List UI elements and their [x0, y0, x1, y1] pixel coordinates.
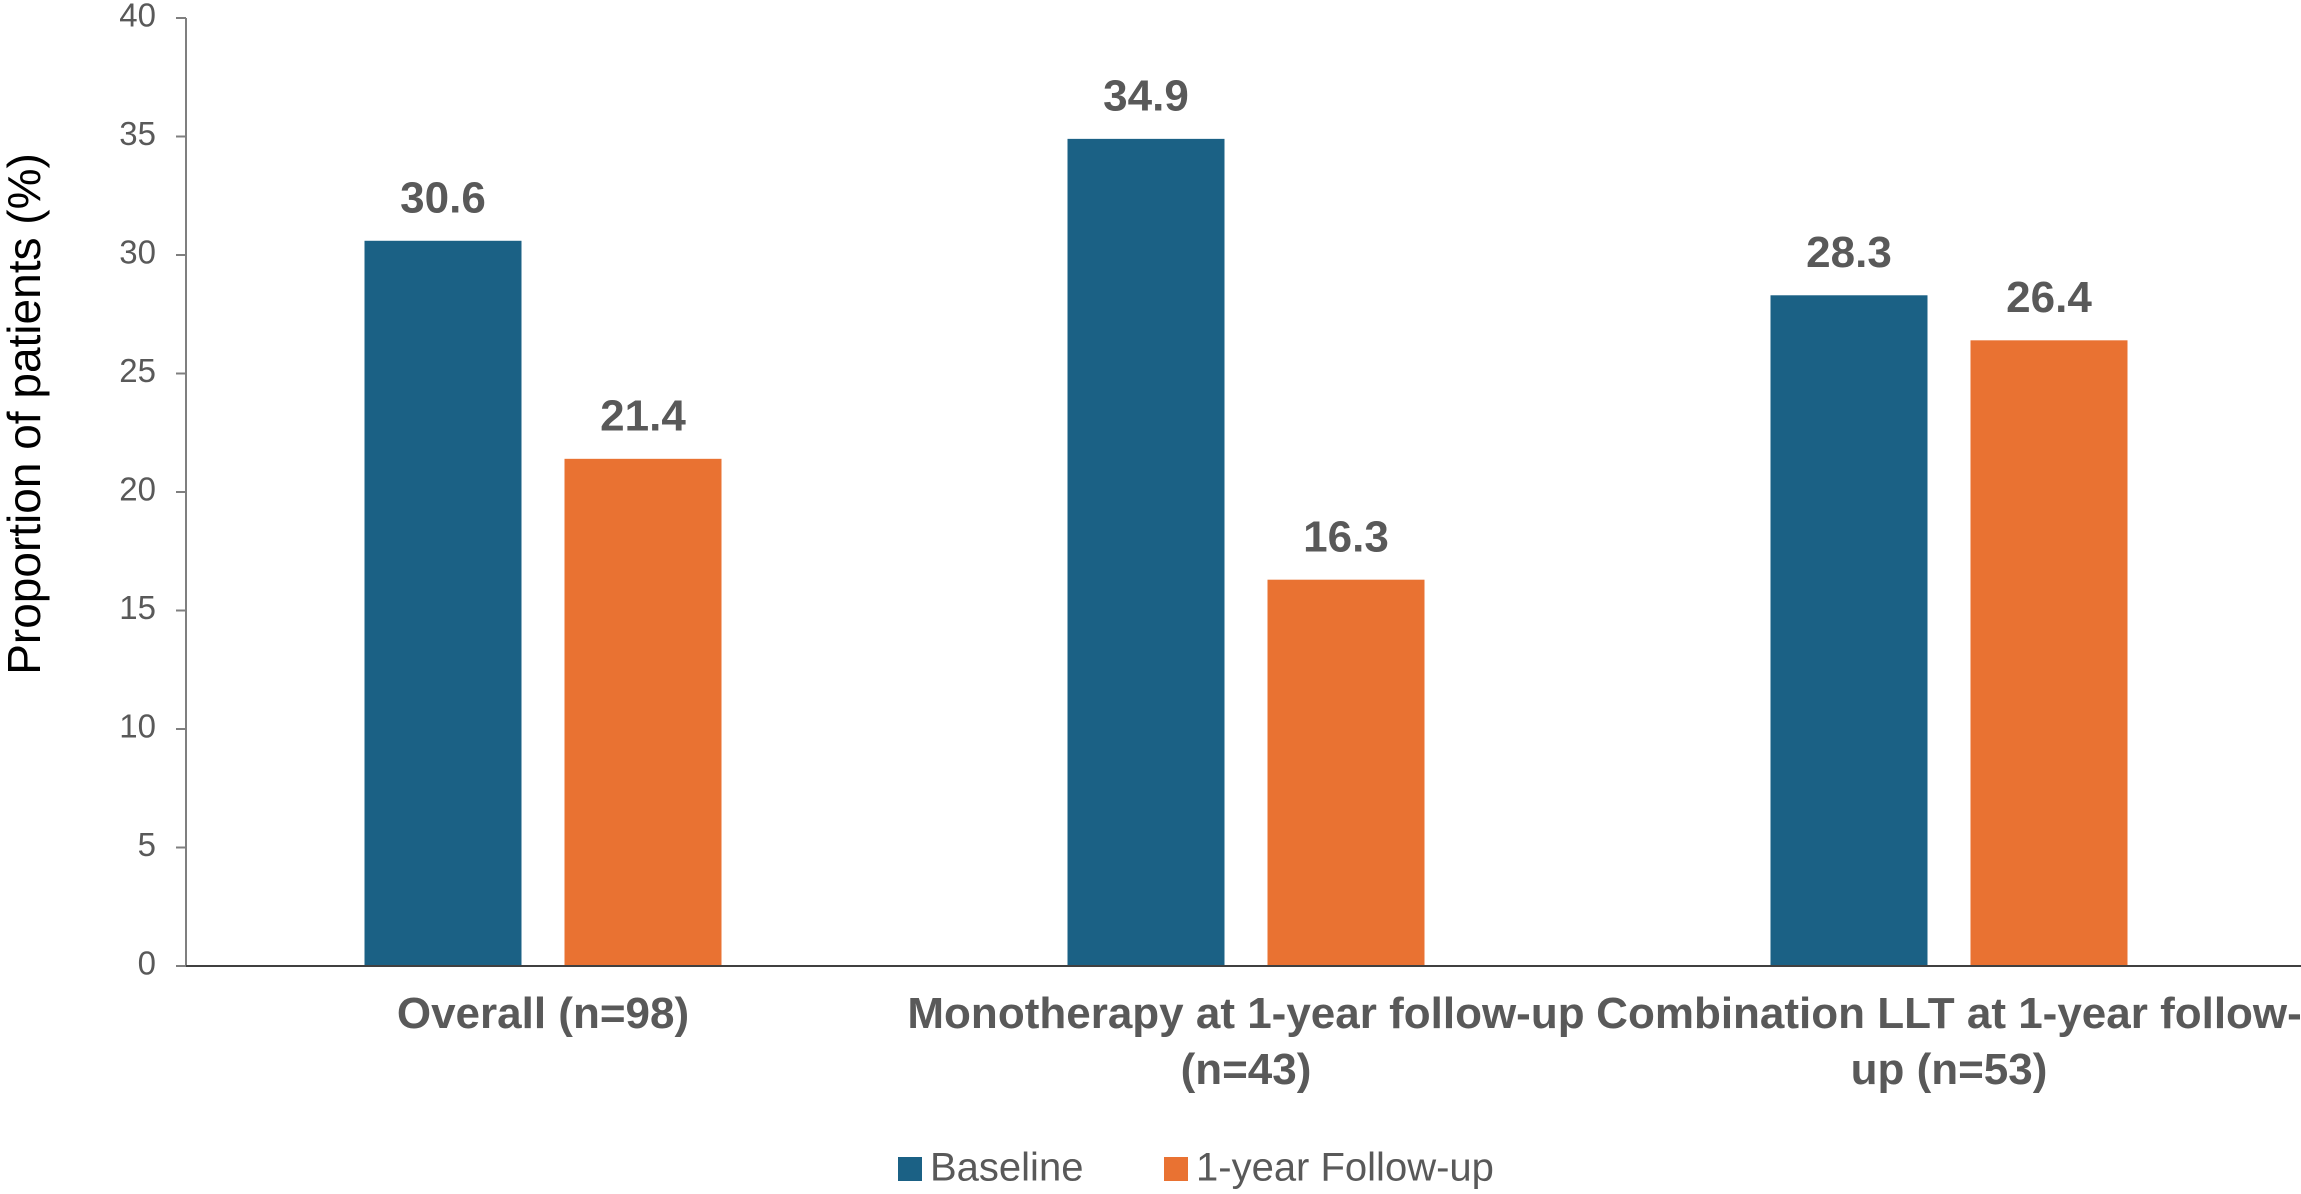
- y-tick-label: 40: [119, 0, 156, 34]
- y-tick-label: 25: [119, 352, 156, 389]
- y-tick-label: 15: [119, 589, 156, 626]
- y-tick-label: 5: [138, 826, 156, 863]
- value-label: 30.6: [400, 173, 486, 222]
- bar: [1267, 579, 1425, 966]
- value-label: 16.3: [1303, 512, 1389, 561]
- legend-swatch: [1164, 1157, 1188, 1181]
- bar: [1067, 138, 1225, 966]
- y-tick-label: 30: [119, 234, 156, 271]
- legend-label: Baseline: [930, 1146, 1083, 1190]
- bar: [1970, 340, 2128, 966]
- bar: [364, 240, 522, 966]
- value-label: 26.4: [2006, 273, 2092, 322]
- value-label: 34.9: [1103, 71, 1189, 120]
- y-tick-label: 10: [119, 708, 156, 745]
- bar: [1770, 295, 1928, 966]
- y-tick-label: 20: [119, 471, 156, 508]
- y-tick-label: 35: [119, 115, 156, 152]
- legend-swatch: [898, 1157, 922, 1181]
- x-tick-label: Combination LLT at 1-year follow-up (n=5…: [1596, 989, 2301, 1094]
- y-axis-title: Proportion of patients (%): [0, 153, 50, 675]
- legend-label: 1-year Follow-up: [1196, 1146, 1494, 1190]
- value-label: 21.4: [600, 391, 686, 440]
- value-label: 28.3: [1806, 228, 1892, 277]
- x-tick-label: Monotherapy at 1-year follow-up (n=43): [907, 989, 1585, 1094]
- x-tick-label: Overall (n=98): [396, 989, 690, 1038]
- y-tick-label: 0: [138, 945, 156, 982]
- bar: [564, 458, 722, 966]
